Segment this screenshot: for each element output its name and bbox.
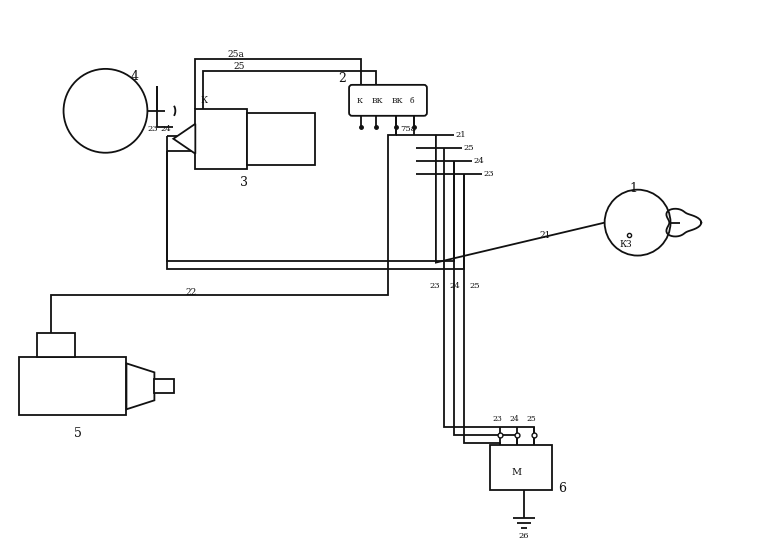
- Text: 1: 1: [630, 182, 638, 195]
- Text: 4: 4: [130, 70, 139, 83]
- Text: 3: 3: [240, 176, 248, 189]
- Text: 5: 5: [73, 427, 82, 440]
- Polygon shape: [126, 364, 155, 410]
- Text: 24: 24: [474, 157, 484, 164]
- Text: 24: 24: [510, 415, 520, 423]
- FancyBboxPatch shape: [349, 85, 427, 116]
- Text: 23: 23: [493, 415, 503, 423]
- Text: 25: 25: [233, 62, 245, 71]
- Text: 25: 25: [464, 144, 474, 151]
- Text: ВК: ВК: [392, 97, 403, 105]
- Text: 23: 23: [147, 125, 158, 133]
- Text: 23: 23: [484, 170, 494, 177]
- Text: 25a: 25a: [227, 50, 244, 60]
- Text: К: К: [200, 96, 207, 105]
- Bar: [247, 113, 315, 164]
- Bar: [490, 445, 552, 490]
- Text: б: б: [410, 97, 414, 105]
- Text: 22: 22: [186, 288, 196, 297]
- Text: 21: 21: [456, 131, 467, 139]
- Text: 6: 6: [557, 481, 566, 494]
- Text: 24: 24: [450, 281, 460, 289]
- Text: КЗ: КЗ: [620, 240, 632, 249]
- Text: 21: 21: [540, 231, 551, 240]
- Bar: [37, 333, 75, 358]
- Text: ВК: ВК: [372, 97, 383, 105]
- Circle shape: [604, 190, 671, 255]
- Text: 75a: 75a: [400, 125, 416, 133]
- Bar: [155, 379, 174, 393]
- Text: 2: 2: [338, 72, 346, 85]
- Text: 23: 23: [430, 281, 440, 289]
- Text: 25: 25: [527, 415, 537, 423]
- Text: 24: 24: [160, 125, 171, 133]
- Polygon shape: [173, 124, 196, 154]
- Circle shape: [64, 69, 147, 153]
- Text: 26: 26: [519, 532, 529, 540]
- Text: К: К: [357, 97, 363, 105]
- Text: 25: 25: [470, 281, 480, 289]
- Text: М: М: [512, 468, 522, 477]
- Bar: [196, 109, 247, 169]
- Bar: [18, 358, 126, 415]
